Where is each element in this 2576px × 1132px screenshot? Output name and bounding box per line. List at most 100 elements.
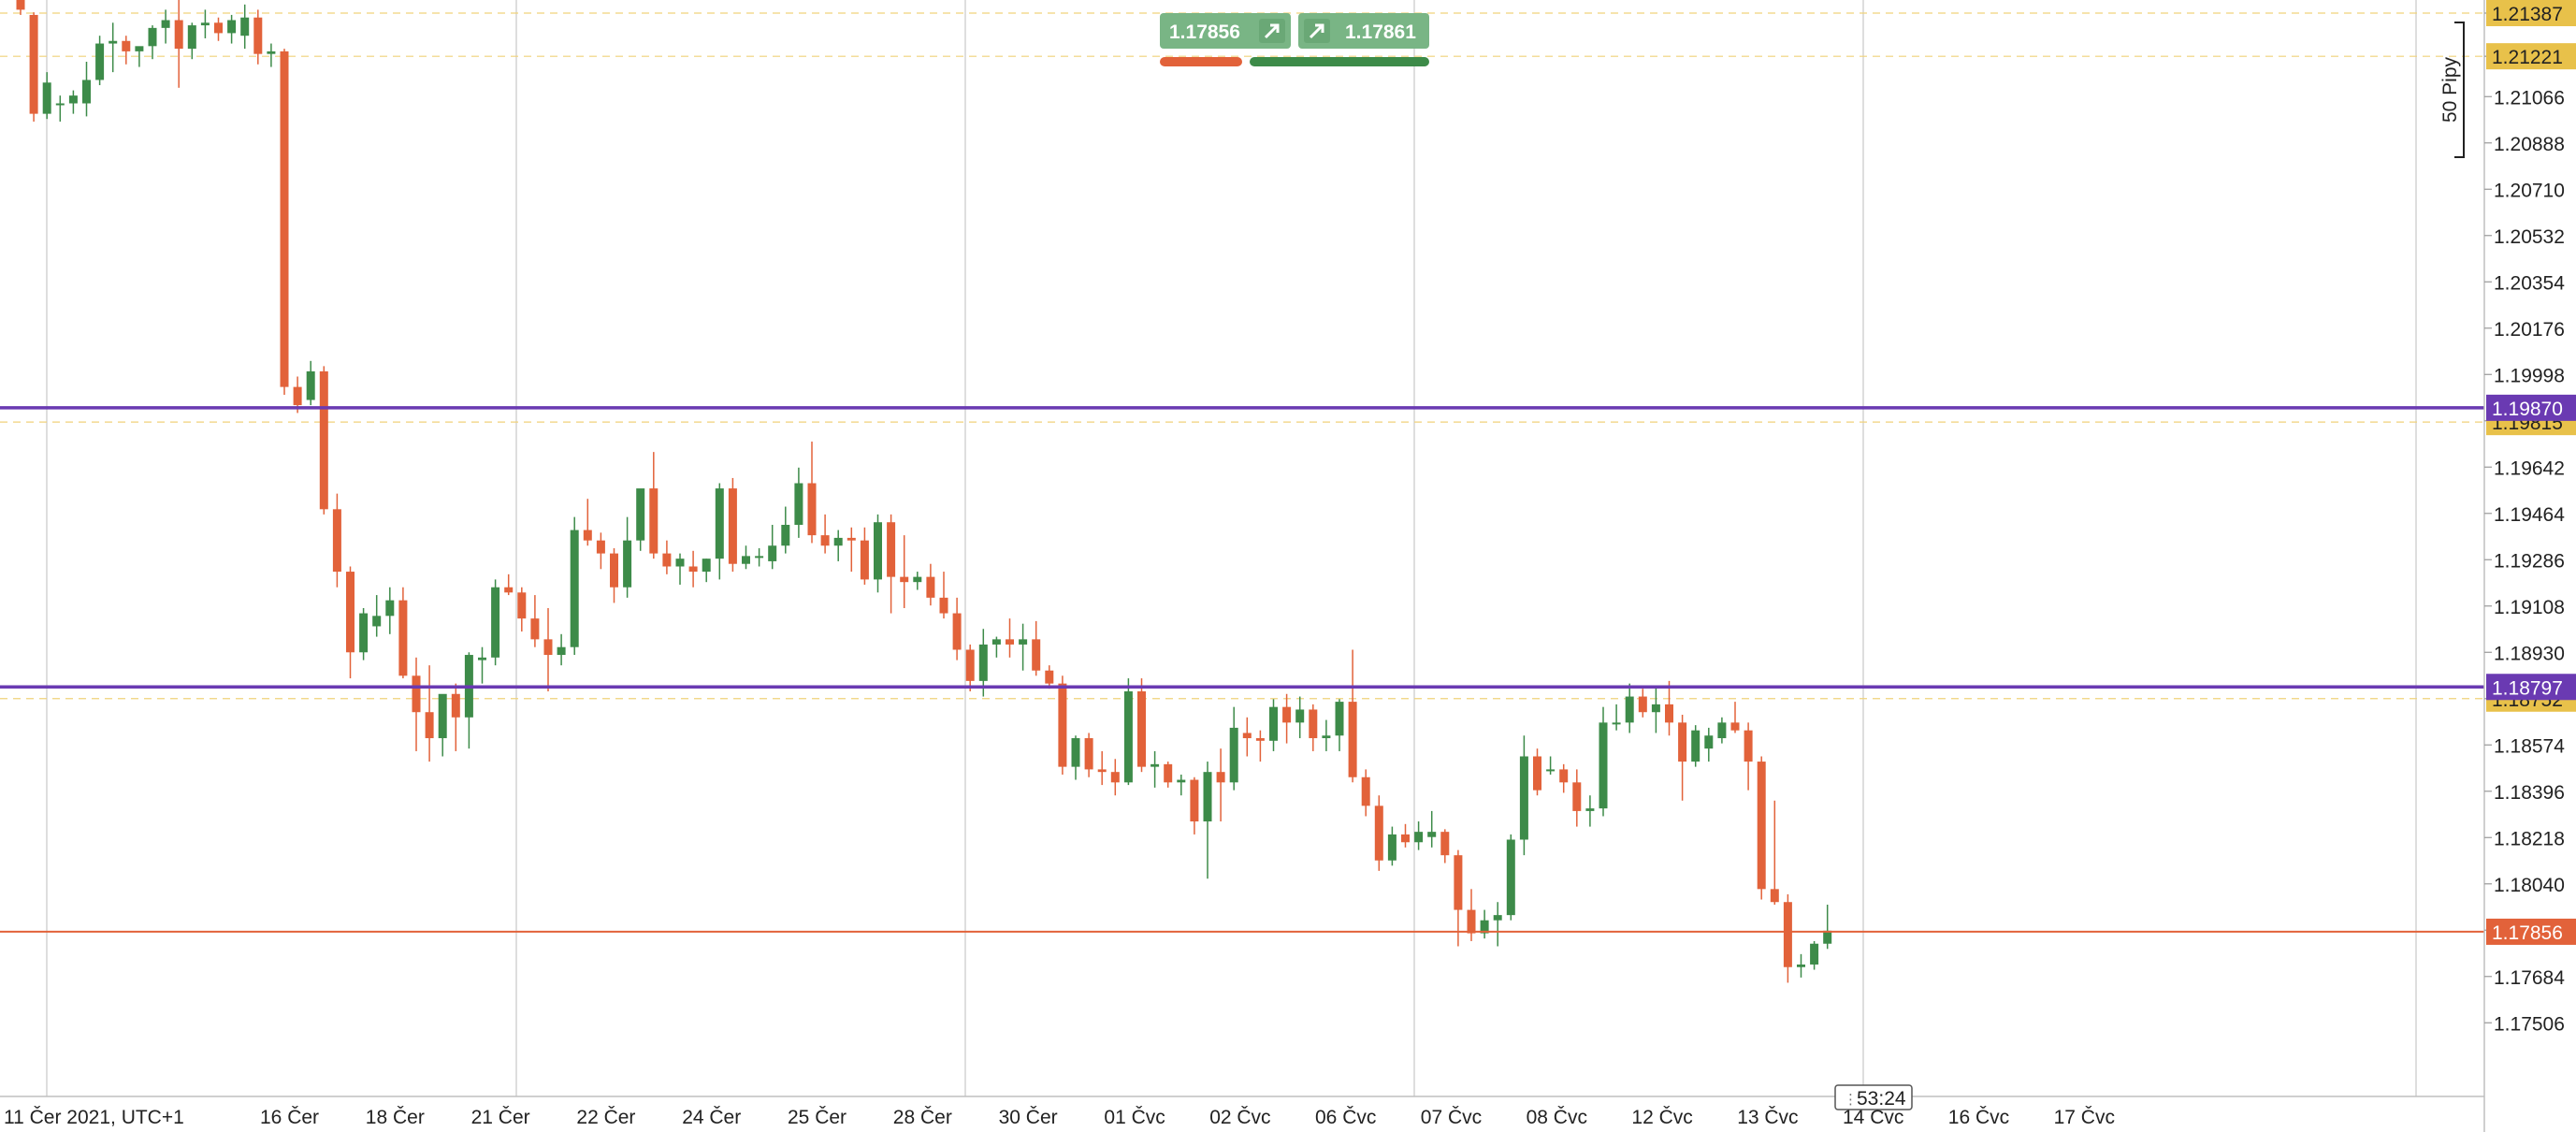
candle-body[interactable] [1387, 834, 1397, 861]
candle-body[interactable] [926, 576, 935, 598]
level-badge[interactable]: 1.18797 [2486, 674, 2576, 701]
candle-body[interactable] [1612, 722, 1621, 725]
candle-body[interactable] [1506, 839, 1515, 916]
candle-body[interactable] [570, 530, 579, 647]
candle-body[interactable] [1730, 722, 1740, 731]
candle-body[interactable] [1097, 769, 1107, 773]
candle-body[interactable] [214, 22, 223, 34]
candle-body[interactable] [952, 613, 962, 650]
candle-body[interactable] [1467, 909, 1476, 934]
candle-body[interactable] [1572, 782, 1582, 811]
candle-body[interactable] [557, 646, 566, 656]
candle-body[interactable] [1480, 920, 1489, 934]
candle-body[interactable] [346, 572, 355, 653]
candle-body[interactable] [543, 639, 553, 656]
candle-body[interactable] [1282, 706, 1292, 723]
candle-body[interactable] [675, 559, 685, 567]
candle-body[interactable] [1032, 639, 1041, 671]
candle-body[interactable] [1335, 702, 1344, 736]
candle-body[interactable] [227, 20, 237, 34]
candle-body[interactable] [1019, 639, 1028, 645]
candle-body[interactable] [623, 540, 632, 588]
candle-body[interactable] [742, 556, 750, 564]
candle-body[interactable] [82, 80, 91, 104]
candle-body[interactable] [728, 488, 737, 564]
candle-body[interactable] [1137, 690, 1146, 767]
time-axis[interactable]: 11 Čer 2021, UTC+1 16 Čer 18 Čer 21 Čer 22 Č… [4, 1107, 2115, 1128]
candle-body[interactable] [1493, 915, 1502, 921]
candle-body[interactable] [174, 20, 183, 50]
candle-body[interactable] [412, 675, 421, 713]
candle-body[interactable] [1374, 805, 1383, 861]
buy-button[interactable]: 1.17861 [1298, 13, 1429, 49]
candle-body[interactable] [1084, 738, 1093, 770]
candle-body[interactable] [1546, 769, 1556, 772]
candle-body[interactable] [794, 483, 803, 526]
candle-body[interactable] [1757, 762, 1766, 890]
candle-body[interactable] [1440, 832, 1450, 856]
candle-body[interactable] [478, 657, 486, 660]
candle-body[interactable] [1559, 769, 1569, 783]
candle-body[interactable] [372, 616, 382, 627]
price-axis[interactable]: 1.21387 1.21221 1.21066 1.20888 1.20710 1.205… [2484, 4, 2565, 1035]
candle-body[interactable] [1203, 772, 1212, 822]
candle-body[interactable] [596, 540, 605, 554]
candle-body[interactable] [1309, 709, 1318, 739]
candle-body[interactable] [280, 51, 289, 387]
candle-body[interactable] [122, 40, 131, 51]
candle-body[interactable] [29, 14, 38, 114]
candle-body[interactable] [16, 0, 25, 10]
candle-body[interactable] [833, 537, 843, 546]
candle-body[interactable] [517, 592, 527, 619]
candle-body[interactable] [662, 553, 672, 567]
candle-body[interactable] [1638, 696, 1647, 713]
candle-body[interactable] [939, 597, 948, 614]
candle-body[interactable] [1216, 772, 1225, 783]
candle-body[interactable] [755, 556, 764, 559]
candle-body[interactable] [807, 483, 817, 536]
sell-button[interactable]: 1.17856 [1160, 13, 1291, 49]
candle-body[interactable] [610, 553, 618, 588]
candle-body[interactable] [267, 51, 276, 54]
candle-body[interactable] [1295, 709, 1305, 723]
candle-body[interactable] [161, 20, 170, 28]
candle-body[interactable] [1242, 733, 1252, 739]
candle-body[interactable] [451, 693, 460, 718]
candle-body[interactable] [1823, 930, 1832, 944]
candle-body[interactable] [636, 488, 645, 541]
candle-body[interactable] [1454, 855, 1463, 910]
candle-body[interactable] [874, 522, 882, 580]
candle-body[interactable] [1045, 670, 1054, 684]
candle-body[interactable] [1625, 696, 1634, 723]
candle-body[interactable] [332, 509, 341, 573]
candle-body[interactable] [1651, 704, 1660, 713]
candle-body[interactable] [1348, 702, 1357, 777]
candle-body[interactable] [820, 535, 830, 546]
candle-body[interactable] [688, 566, 698, 573]
pip-range-marker[interactable]: 50 Pipy [2439, 22, 2465, 158]
candle-body[interactable] [1322, 735, 1331, 739]
candle-body[interactable] [887, 522, 896, 577]
candle-body[interactable] [425, 712, 434, 739]
candle-body[interactable] [702, 559, 711, 573]
candle-body[interactable] [860, 540, 869, 580]
candle-body[interactable] [68, 95, 78, 104]
candle-body[interactable] [1585, 808, 1595, 811]
candle-body[interactable] [187, 25, 196, 50]
candle-body[interactable] [55, 103, 65, 106]
candle-body[interactable] [398, 600, 408, 676]
candle-body[interactable] [42, 82, 51, 114]
candle-body[interactable] [1717, 722, 1727, 739]
candle-body[interactable] [1006, 639, 1014, 645]
candle-body[interactable] [148, 27, 157, 47]
candle-body[interactable] [385, 600, 395, 617]
candle-body[interactable] [306, 370, 315, 400]
candle-body[interactable] [1229, 727, 1238, 783]
candle-body[interactable] [1269, 706, 1278, 741]
candle-body[interactable] [491, 587, 500, 658]
alert-badge[interactable]: 1.21221 [2486, 43, 2576, 70]
candle-body[interactable] [781, 525, 790, 546]
candle-body[interactable] [1123, 690, 1133, 783]
candle-body[interactable] [1810, 943, 1819, 965]
candle-body[interactable] [1691, 730, 1700, 762]
